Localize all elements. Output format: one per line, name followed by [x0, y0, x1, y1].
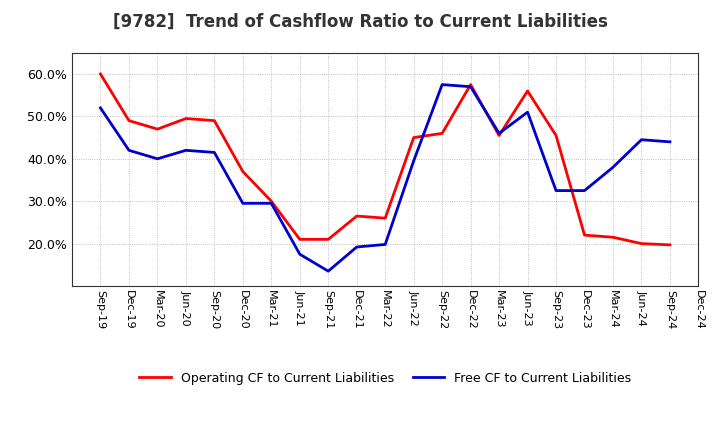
Operating CF to Current Liabilities	[96, 71, 105, 77]
Free CF to Current Liabilities	[381, 242, 390, 247]
Free CF to Current Liabilities	[210, 150, 219, 155]
Operating CF to Current Liabilities	[295, 237, 304, 242]
Free CF to Current Liabilities	[608, 165, 617, 170]
Line: Operating CF to Current Liabilities: Operating CF to Current Liabilities	[101, 74, 670, 245]
Free CF to Current Liabilities	[267, 201, 276, 206]
Free CF to Current Liabilities	[410, 158, 418, 164]
Free CF to Current Liabilities	[523, 110, 532, 115]
Operating CF to Current Liabilities	[410, 135, 418, 140]
Operating CF to Current Liabilities	[523, 88, 532, 94]
Operating CF to Current Liabilities	[552, 133, 560, 138]
Operating CF to Current Liabilities	[153, 126, 162, 132]
Operating CF to Current Liabilities	[238, 169, 247, 174]
Operating CF to Current Liabilities	[210, 118, 219, 123]
Free CF to Current Liabilities	[125, 148, 133, 153]
Legend: Operating CF to Current Liabilities, Free CF to Current Liabilities: Operating CF to Current Liabilities, Fre…	[135, 367, 636, 390]
Operating CF to Current Liabilities	[438, 131, 446, 136]
Free CF to Current Liabilities	[352, 244, 361, 249]
Text: [9782]  Trend of Cashflow Ratio to Current Liabilities: [9782] Trend of Cashflow Ratio to Curren…	[112, 13, 608, 31]
Operating CF to Current Liabilities	[181, 116, 190, 121]
Operating CF to Current Liabilities	[637, 241, 646, 246]
Free CF to Current Liabilities	[580, 188, 589, 193]
Free CF to Current Liabilities	[153, 156, 162, 161]
Free CF to Current Liabilities	[181, 148, 190, 153]
Operating CF to Current Liabilities	[608, 235, 617, 240]
Free CF to Current Liabilities	[438, 82, 446, 87]
Free CF to Current Liabilities	[467, 84, 475, 89]
Line: Free CF to Current Liabilities: Free CF to Current Liabilities	[101, 84, 670, 271]
Free CF to Current Liabilities	[96, 105, 105, 110]
Operating CF to Current Liabilities	[381, 216, 390, 221]
Operating CF to Current Liabilities	[324, 237, 333, 242]
Free CF to Current Liabilities	[324, 268, 333, 274]
Free CF to Current Liabilities	[552, 188, 560, 193]
Free CF to Current Liabilities	[238, 201, 247, 206]
Free CF to Current Liabilities	[295, 252, 304, 257]
Operating CF to Current Liabilities	[125, 118, 133, 123]
Operating CF to Current Liabilities	[467, 82, 475, 87]
Operating CF to Current Liabilities	[665, 242, 674, 248]
Operating CF to Current Liabilities	[352, 213, 361, 219]
Operating CF to Current Liabilities	[267, 198, 276, 204]
Free CF to Current Liabilities	[665, 139, 674, 144]
Operating CF to Current Liabilities	[495, 133, 503, 138]
Free CF to Current Liabilities	[637, 137, 646, 143]
Free CF to Current Liabilities	[495, 131, 503, 136]
Operating CF to Current Liabilities	[580, 232, 589, 238]
